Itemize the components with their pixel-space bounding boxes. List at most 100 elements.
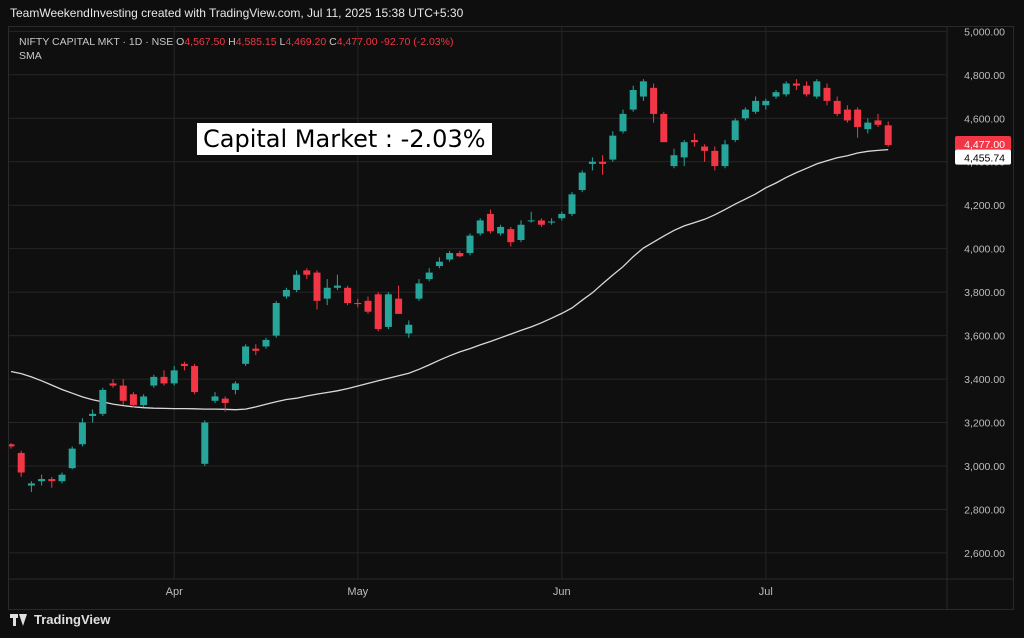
legend-close: 4,477.00 xyxy=(336,36,378,48)
candle-body xyxy=(160,376,168,384)
y-tick-label: 5,000.00 xyxy=(964,27,1005,38)
candle-body xyxy=(568,194,576,214)
tradingview-footer[interactable]: TradingView xyxy=(10,612,110,627)
candle-body xyxy=(313,272,321,301)
candle-body xyxy=(721,144,729,167)
candle-body xyxy=(211,396,219,401)
candle-body xyxy=(690,140,698,143)
chart-legend: NIFTY CAPITAL MKT · 1D · NSE O4,567.50 H… xyxy=(19,35,453,63)
candle-body xyxy=(272,303,280,336)
x-tick-label: Jul xyxy=(759,586,773,598)
candle-body xyxy=(446,253,454,260)
candle-body xyxy=(884,125,892,146)
candle-body xyxy=(323,287,331,299)
candle-body xyxy=(425,272,433,280)
y-tick-label: 4,200.00 xyxy=(964,200,1005,212)
candle-body xyxy=(27,483,35,486)
candle-body xyxy=(741,109,749,119)
candle-body xyxy=(517,224,525,240)
candle-body xyxy=(711,150,719,167)
candle-body xyxy=(813,81,821,97)
candle-body xyxy=(262,339,270,347)
candle-body xyxy=(803,85,811,95)
candle-body xyxy=(486,213,494,232)
x-tick-label: Jun xyxy=(553,586,571,598)
candle-body xyxy=(537,220,545,225)
candle-body xyxy=(823,87,831,101)
candle-body xyxy=(639,81,647,97)
last-price-label: 4,477.00 xyxy=(964,139,1005,151)
candle-body xyxy=(476,220,484,234)
candle-body xyxy=(874,120,882,125)
candle-body xyxy=(48,479,56,482)
legend-open: 4,567.50 xyxy=(184,36,226,48)
candle-body xyxy=(252,348,260,351)
candle-body xyxy=(374,294,382,330)
legend-row-ohlc: NIFTY CAPITAL MKT · 1D · NSE O4,567.50 H… xyxy=(19,35,453,49)
candle-body xyxy=(701,146,709,151)
tradingview-logo-icon xyxy=(10,613,28,626)
x-tick-label: Apr xyxy=(166,586,183,598)
candle-body xyxy=(660,113,668,143)
candle-body xyxy=(466,235,474,254)
candle-body xyxy=(180,363,188,367)
candle-body xyxy=(619,113,627,132)
legend-symbol: NIFTY CAPITAL MKT · 1D · NSE xyxy=(19,36,174,48)
y-tick-label: 4,800.00 xyxy=(964,70,1005,82)
candle-body xyxy=(415,283,423,299)
candle-body xyxy=(609,135,617,160)
candle-body xyxy=(344,287,352,303)
candlestick-chart[interactable]: 2,600.00 2,800.00 3,000.00 3,200.00 3,400.00… xyxy=(9,27,1013,609)
candle-body xyxy=(772,92,780,97)
legend-h-label: H xyxy=(228,36,236,48)
candle-body xyxy=(231,383,239,390)
x-tick-label: May xyxy=(347,586,368,598)
candle-body xyxy=(588,161,596,164)
candle-body xyxy=(527,220,535,222)
legend-indicator-sma[interactable]: SMA xyxy=(19,50,42,62)
legend-low: 4,469.20 xyxy=(285,36,327,48)
candle-body xyxy=(191,366,199,393)
candle-body xyxy=(650,87,658,114)
y-tick-label: 4,600.00 xyxy=(964,113,1005,125)
chart-panel[interactable]: 2,600.00 2,800.00 3,000.00 3,200.00 3,400.00… xyxy=(8,26,1014,610)
candle-body xyxy=(497,226,505,234)
candle-body xyxy=(578,172,586,190)
sma-value-label: 4,455.74 xyxy=(964,153,1005,165)
candle-body xyxy=(129,394,137,406)
candle-body xyxy=(38,479,46,482)
y-tick-label: 3,400.00 xyxy=(964,374,1005,386)
candle-body xyxy=(170,370,178,384)
candle-body xyxy=(333,285,341,288)
legend-c-label: C xyxy=(329,36,337,48)
candle-body xyxy=(435,261,443,267)
y-tick-label: 3,000.00 xyxy=(964,461,1005,473)
candle-body xyxy=(201,422,209,464)
candle-body xyxy=(109,383,117,386)
candle-body xyxy=(119,385,127,401)
y-tick-label: 2,800.00 xyxy=(964,504,1005,516)
candle-body xyxy=(78,422,86,445)
legend-o-label: O xyxy=(176,36,185,48)
candle-body xyxy=(140,396,148,406)
candle-body xyxy=(221,398,229,403)
annotation-textbox[interactable]: Capital Market : -2.03% xyxy=(197,123,492,155)
y-tick-label: 3,600.00 xyxy=(964,331,1005,343)
candle-body xyxy=(548,221,556,223)
legend-l-label: L xyxy=(279,36,286,48)
candle-body xyxy=(731,120,739,141)
last-price-tag xyxy=(955,136,1011,152)
candle-body xyxy=(854,109,862,127)
candle-body xyxy=(792,83,800,86)
candle-body xyxy=(558,213,566,219)
candle-body xyxy=(354,303,362,305)
candle-body xyxy=(58,474,66,482)
candle-body xyxy=(680,142,688,158)
candle-body xyxy=(670,155,678,167)
y-tick-label: 4,000.00 xyxy=(964,244,1005,256)
chart-caption: TeamWeekendInvesting created with Tradin… xyxy=(10,6,464,20)
candle-body xyxy=(599,161,607,164)
candle-body xyxy=(762,100,770,106)
candle-body xyxy=(242,346,250,364)
candle-body xyxy=(384,294,392,327)
